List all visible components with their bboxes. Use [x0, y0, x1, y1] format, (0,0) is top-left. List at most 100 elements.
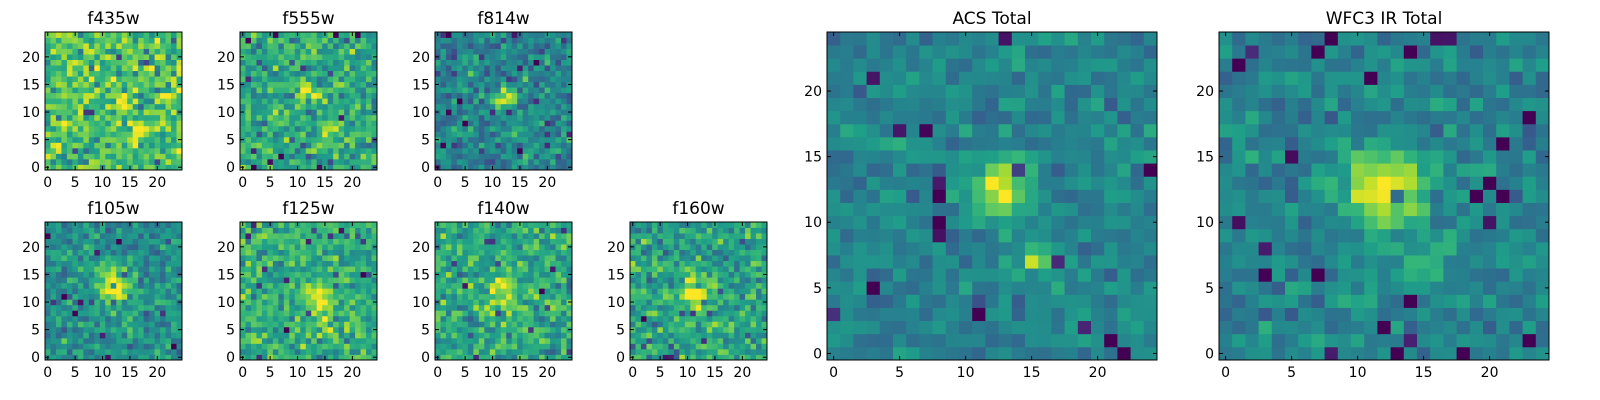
heatmap-cell [528, 304, 535, 311]
heatmap-cell [83, 54, 90, 60]
heatmap-cell [539, 81, 545, 88]
heatmap-cell [333, 315, 340, 322]
heatmap-cell [278, 37, 285, 44]
heatmap-cell [761, 288, 768, 295]
heatmap-cell [250, 222, 257, 228]
heatmap-cell [149, 59, 155, 66]
heatmap-cell [728, 299, 735, 306]
heatmap-cell [66, 120, 73, 127]
heatmap-cell [294, 76, 301, 83]
heatmap-cell [176, 65, 183, 72]
heatmap-cell [160, 260, 166, 267]
heatmap-cell [278, 158, 285, 165]
heatmap-cell [66, 326, 73, 333]
heatmap-cell [278, 299, 285, 306]
heatmap-cell [272, 249, 279, 256]
heatmap-cell [72, 304, 79, 311]
heatmap-cell [333, 244, 340, 250]
heatmap-cell [1051, 176, 1065, 190]
heatmap-cell [256, 343, 263, 350]
heatmap-cell [272, 158, 279, 165]
heatmap-cell [311, 65, 318, 72]
heatmap-cell [278, 233, 285, 239]
heatmap-cell [668, 260, 675, 267]
heatmap-cell [478, 125, 485, 132]
heatmap-cell [240, 76, 246, 83]
heatmap-cell [467, 277, 474, 284]
heatmap-cell [160, 227, 166, 234]
heatmap-cell [1011, 307, 1026, 322]
heatmap-cell [511, 98, 518, 105]
x-tick-label: 0 [238, 365, 247, 381]
heatmap-cell [555, 299, 562, 306]
heatmap-cell [338, 244, 345, 250]
heatmap-cell [679, 321, 686, 328]
heatmap-cell [311, 321, 318, 328]
heatmap-cell [99, 227, 106, 234]
heatmap-cell [853, 281, 867, 295]
heatmap-cell [160, 332, 166, 339]
heatmap-cell [506, 277, 513, 284]
heatmap-cell [327, 59, 334, 66]
heatmap-cell [349, 321, 356, 328]
y-tick-label: 15 [412, 267, 430, 283]
heatmap-cell [77, 70, 84, 77]
heatmap-cell [121, 43, 128, 49]
heatmap-cell [544, 87, 551, 94]
heatmap-cell [1025, 281, 1039, 295]
heatmap-cell [673, 332, 680, 339]
heatmap-cell [283, 48, 290, 55]
heatmap-cell [300, 54, 307, 60]
heatmap-cell [533, 87, 540, 94]
heatmap-cell [750, 277, 757, 284]
heatmap-cell [550, 164, 556, 171]
heatmap-cell [489, 227, 496, 234]
heatmap-cell [105, 114, 112, 121]
heatmap-cell [278, 59, 285, 66]
heatmap-cell [245, 332, 252, 339]
heatmap-cell [322, 142, 329, 149]
heatmap-cell [495, 288, 502, 295]
heatmap-cell [561, 348, 567, 355]
heatmap-cell [240, 266, 246, 273]
heatmap-cell [66, 244, 73, 250]
heatmap-cell [88, 76, 95, 83]
heatmap-cell [99, 92, 106, 99]
heatmap-cell [116, 326, 123, 333]
heatmap-cell [267, 92, 274, 99]
heatmap-cell [566, 282, 573, 289]
heatmap-cell [77, 59, 84, 66]
heatmap-cell [50, 233, 57, 239]
heatmap-cell [440, 103, 447, 110]
heatmap-cell [99, 321, 106, 328]
heatmap-cell [630, 233, 636, 239]
heatmap-cell [50, 114, 57, 121]
heatmap-cell [261, 153, 268, 160]
heatmap-cell [105, 136, 112, 143]
heatmap-cell [489, 299, 496, 306]
heatmap-cell [355, 164, 361, 171]
heatmap-cell [261, 32, 268, 38]
heatmap-cell [278, 70, 285, 77]
heatmap-cell [668, 354, 675, 361]
heatmap-cell [840, 202, 854, 217]
heatmap-cell [728, 288, 735, 295]
heatmap-cell [50, 271, 57, 278]
heatmap-cell [761, 304, 768, 311]
heatmap-cell [127, 238, 134, 245]
heatmap-cell [316, 81, 323, 88]
heatmap-cell [550, 147, 556, 154]
heatmap-cell [684, 343, 691, 350]
heatmap-cell [456, 299, 463, 306]
heatmap-cell [528, 249, 535, 256]
heatmap-cell [695, 299, 702, 306]
heatmap-cell [154, 233, 161, 239]
heatmap-cell [1117, 255, 1131, 269]
heatmap-cell [143, 153, 150, 160]
heatmap-cell [45, 70, 51, 77]
heatmap-cell [45, 43, 51, 49]
heatmap-cell [462, 147, 469, 154]
heatmap-cell [484, 120, 491, 127]
x-tick-label: 10 [289, 365, 307, 381]
heatmap-cell [322, 315, 329, 322]
